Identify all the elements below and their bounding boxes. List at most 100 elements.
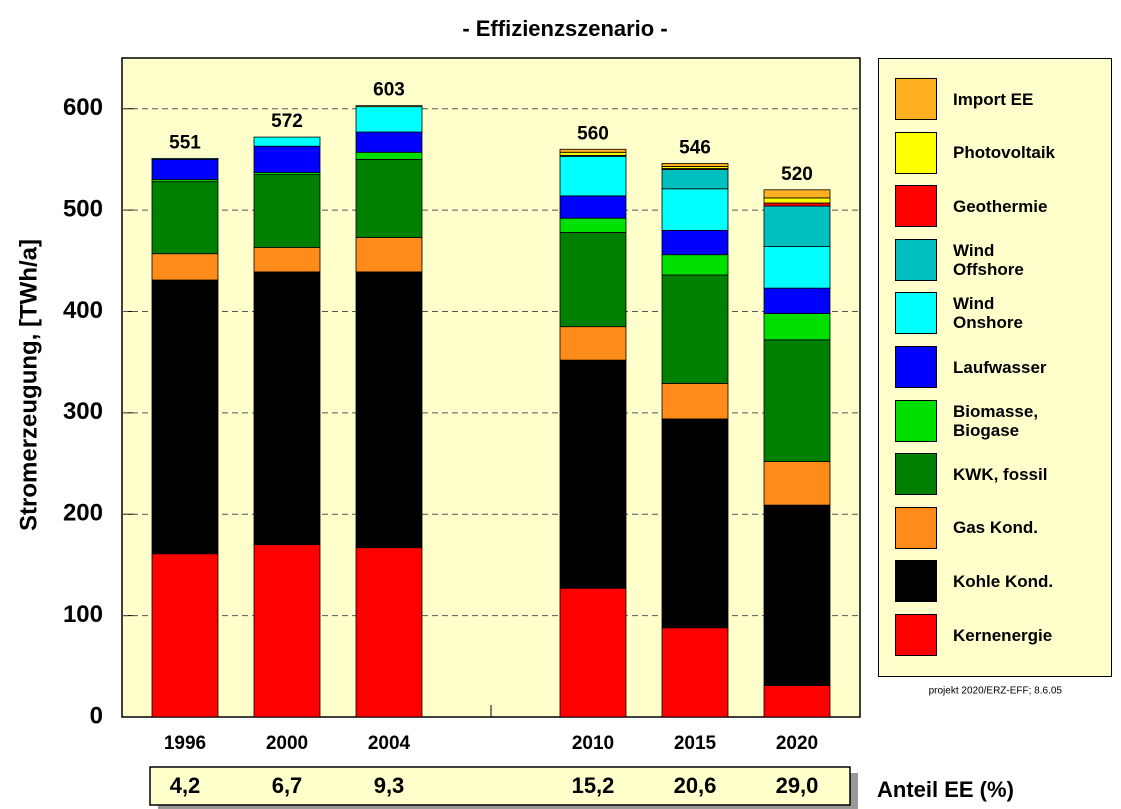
- bar-segment: [355, 547, 423, 718]
- legend-label: Biomasse, Biogase: [953, 401, 1039, 440]
- x-tick-label: 2000: [266, 733, 308, 754]
- legend-item: KWK, fossil: [895, 453, 1061, 496]
- bar-segment: [763, 339, 831, 462]
- legend-swatch: [895, 292, 937, 335]
- bar-segment: [151, 279, 219, 555]
- bar-segment: [661, 188, 729, 231]
- legend-label: Kernenergie: [953, 625, 1053, 645]
- legend-item: Biomasse, Biogase: [895, 399, 1061, 442]
- legend-label: Kohle Kond.: [953, 571, 1054, 591]
- bar-segment: [661, 254, 729, 276]
- ee-label: Anteil EE (%): [877, 777, 1014, 802]
- legend: Kernenergie Kohle Kond. Gas Kond. KWK, foss…: [878, 58, 1112, 677]
- bar-segment: [253, 145, 321, 173]
- ee-value: 9,3: [374, 773, 405, 798]
- bar-segment: [763, 313, 831, 341]
- bar-segment: [661, 163, 729, 167]
- bar-segment: [355, 105, 423, 108]
- bar-segment: [355, 131, 423, 153]
- ee-value: 29,0: [776, 773, 819, 798]
- legend-label: Geothermie: [953, 196, 1048, 216]
- bar-segment: [253, 247, 321, 273]
- total-label: 603: [373, 80, 405, 101]
- legend-item: Gas Kond.: [895, 506, 1061, 549]
- bar-segment: [661, 229, 729, 256]
- bar-segment: [355, 158, 423, 238]
- legend-item: Kohle Kond.: [895, 560, 1061, 603]
- bar-segment: [151, 157, 219, 160]
- bar-segment: [559, 231, 627, 328]
- bar-segment: [559, 326, 627, 361]
- bar-segment: [253, 174, 321, 248]
- bar-segment: [661, 169, 729, 190]
- legend-label: Wind Onshore: [953, 294, 1023, 333]
- total-label: 572: [271, 111, 303, 132]
- x-tick-label: 1996: [164, 733, 206, 754]
- x-tick-label: 2015: [674, 733, 717, 754]
- bar-segment: [763, 461, 831, 506]
- bar-segment: [763, 504, 831, 686]
- bar-segment: [763, 287, 831, 314]
- total-label: 546: [679, 137, 711, 158]
- ee-table: [149, 766, 851, 806]
- note: projekt 2020/ERZ-EFF; 8.6.05: [929, 686, 1063, 697]
- bar-segment: [151, 553, 219, 718]
- bar-segment: [763, 189, 831, 199]
- legend-swatch: [895, 453, 937, 496]
- bar-segment: [661, 383, 729, 420]
- bar-segment: [763, 246, 831, 289]
- bar-segment: [559, 587, 627, 718]
- legend-swatch: [895, 185, 937, 228]
- bar-segment: [763, 202, 831, 207]
- legend-item: Geothermie: [895, 185, 1061, 228]
- legend-item: Import EE: [895, 78, 1061, 120]
- total-label: 520: [781, 164, 813, 185]
- x-tick-label: 2004: [368, 733, 411, 754]
- legend-item: Laufwasser: [895, 346, 1061, 388]
- legend-swatch: [895, 346, 937, 388]
- y-tick-label: 200: [63, 500, 103, 527]
- legend-label: Photovoltaik: [953, 143, 1056, 163]
- legend-swatch: [895, 131, 937, 174]
- bar-segment: [661, 418, 729, 629]
- bar-segment: [559, 151, 627, 156]
- legend-swatch: [895, 506, 937, 549]
- legend-swatch: [895, 560, 937, 603]
- bar-segment: [559, 359, 627, 589]
- ee-value: 6,7: [272, 773, 303, 798]
- bar-segment: [763, 685, 831, 718]
- y-axis-label: Stromerzeugung, [TWh/a]: [15, 239, 42, 531]
- y-tick-label: 0: [90, 702, 103, 729]
- bar-segment: [151, 158, 219, 181]
- legend-item: Kernenergie: [895, 614, 1061, 656]
- y-tick-label: 300: [63, 398, 103, 425]
- bar-segment: [355, 237, 423, 273]
- legend-label: Gas Kond.: [953, 518, 1039, 538]
- bar-segment: [661, 274, 729, 384]
- bar-segment: [253, 136, 321, 147]
- x-tick-label: 2020: [776, 733, 818, 754]
- legend-label: Wind Offshore: [953, 240, 1024, 279]
- y-tick-label: 100: [63, 601, 103, 628]
- ee-value: 4,2: [170, 773, 201, 798]
- bar-segment: [763, 205, 831, 247]
- total-label: 560: [577, 123, 609, 144]
- bar-segment: [559, 155, 627, 197]
- ee-value: 20,6: [674, 773, 717, 798]
- bar-segment: [151, 181, 219, 255]
- plot-area: [121, 57, 861, 718]
- legend-swatch: [895, 399, 937, 442]
- chart-title: - Effizienzszenario -: [462, 16, 667, 41]
- bar-segment: [355, 106, 423, 133]
- bar-segment: [151, 253, 219, 281]
- legend-swatch: [895, 614, 937, 656]
- bar-segment: [763, 197, 831, 204]
- bar-segment: [661, 627, 729, 718]
- bar-segment: [355, 271, 423, 549]
- legend-label: Laufwasser: [953, 357, 1047, 377]
- bar-segment: [253, 271, 321, 546]
- bar-segment: [559, 195, 627, 219]
- bar-segment: [559, 217, 627, 233]
